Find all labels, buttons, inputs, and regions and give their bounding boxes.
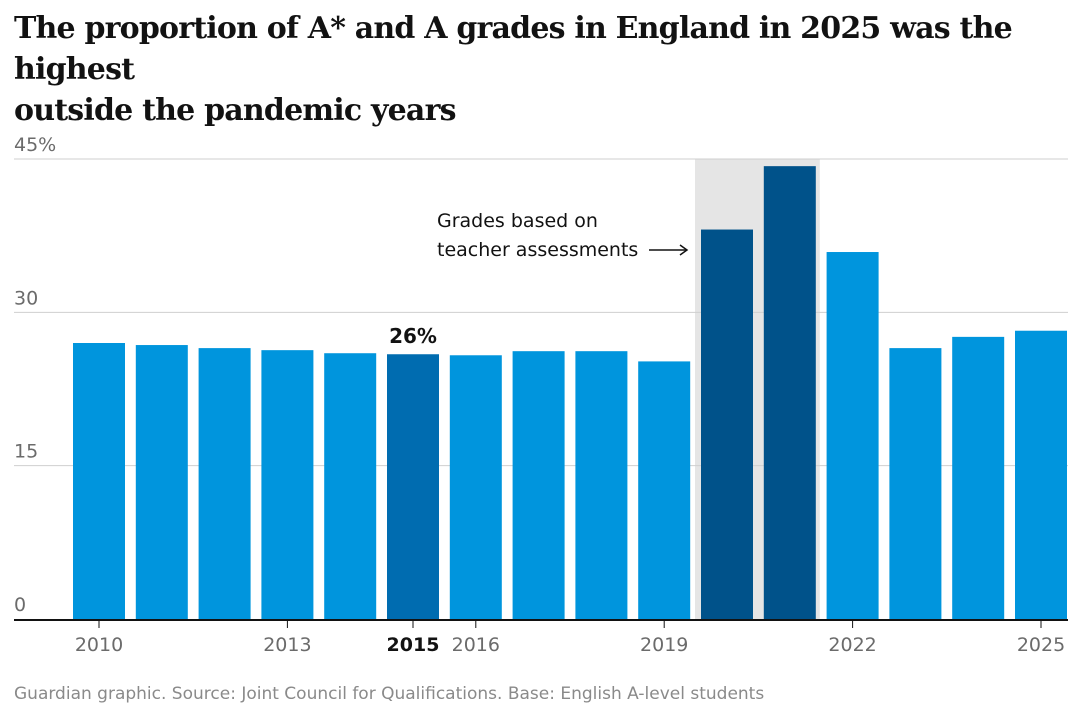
bar-2025: [1015, 330, 1067, 619]
bar-2016: [449, 355, 502, 619]
bar-2022: [826, 252, 879, 619]
x-tick-label-2015: 2015: [387, 634, 440, 656]
bar-2023: [889, 348, 942, 619]
x-tick-label-2016: 2016: [452, 634, 500, 656]
bar-2013: [261, 350, 314, 619]
x-tick-label-2010: 2010: [75, 634, 123, 656]
chart-footer-source: Guardian graphic. Source: Joint Council …: [14, 684, 765, 704]
annotation-arrow-head: [679, 244, 689, 256]
x-tick-label-2019: 2019: [640, 634, 688, 656]
annotation-line-1: Grades based on: [437, 210, 598, 232]
bar-2012: [198, 348, 251, 619]
bar-2014: [324, 353, 377, 619]
chart-title-line-1: The proportion of A* and A grades in Eng…: [14, 11, 1013, 87]
bar-2024: [952, 336, 1005, 619]
bar-2018: [575, 351, 628, 619]
y-tick-label-30: 30: [14, 287, 38, 309]
annotation-line-2: teacher assessments: [437, 239, 638, 261]
chart-title: The proportion of A* and A grades in Eng…: [14, 8, 1074, 131]
y-tick-label-45: 45%: [14, 134, 56, 156]
bar-2019: [638, 361, 691, 619]
bar-2015: [387, 354, 439, 619]
data-label-2015: 26%: [389, 324, 437, 348]
bar-2021: [763, 166, 816, 619]
bar-2010: [73, 343, 125, 619]
x-tick-label-2022: 2022: [828, 634, 876, 656]
bar-2017: [512, 351, 565, 619]
y-tick-label-15: 15: [14, 441, 38, 463]
x-tick-label-2013: 2013: [263, 634, 311, 656]
chart-title-line-2: outside the pandemic years: [14, 93, 456, 128]
bar-2011: [135, 345, 188, 619]
y-tick-label-0: 0: [14, 594, 26, 616]
bar-2020: [701, 229, 753, 620]
x-tick-label-2025: 2025: [1017, 634, 1065, 656]
